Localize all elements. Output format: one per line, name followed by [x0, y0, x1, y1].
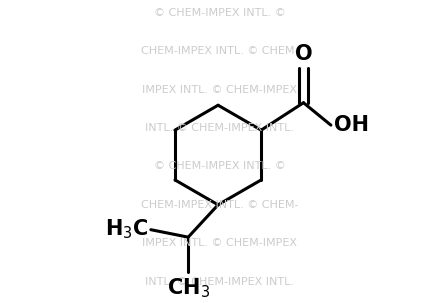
Text: IMPEX INTL. © CHEM-IMPEX: IMPEX INTL. © CHEM-IMPEX — [141, 238, 297, 248]
Text: H$_3$C: H$_3$C — [104, 218, 148, 241]
Text: CHEM-IMPEX INTL. © CHEM-: CHEM-IMPEX INTL. © CHEM- — [141, 46, 297, 56]
Text: IMPEX INTL. © CHEM-IMPEX: IMPEX INTL. © CHEM-IMPEX — [141, 85, 297, 95]
Text: INTL. © CHEM-IMPEX INTL.: INTL. © CHEM-IMPEX INTL. — [145, 123, 293, 133]
Text: © CHEM-IMPEX INTL. ©: © CHEM-IMPEX INTL. © — [153, 8, 285, 18]
Text: O: O — [294, 44, 311, 64]
Text: © CHEM-IMPEX INTL. ©: © CHEM-IMPEX INTL. © — [153, 161, 285, 171]
Text: INTL. © CHEM-IMPEX INTL.: INTL. © CHEM-IMPEX INTL. — [145, 277, 293, 287]
Text: CHEM-IMPEX INTL. © CHEM-: CHEM-IMPEX INTL. © CHEM- — [141, 200, 297, 210]
Text: CH$_3$: CH$_3$ — [166, 276, 209, 300]
Text: OH: OH — [333, 115, 368, 135]
